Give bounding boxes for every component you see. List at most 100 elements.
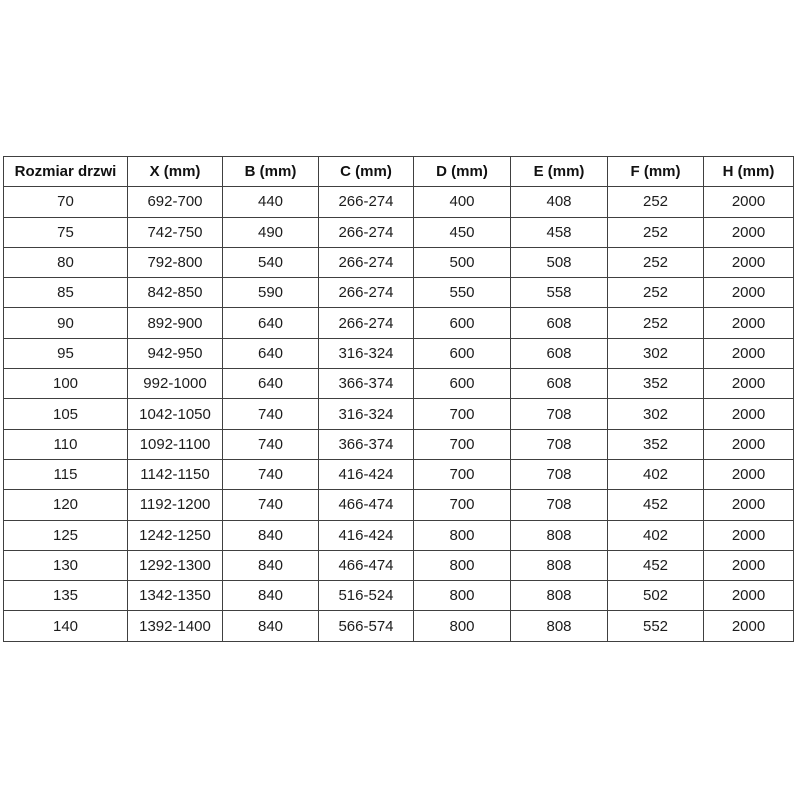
- table-cell: 402: [607, 519, 704, 551]
- table-cell: 1242-1250: [127, 519, 223, 551]
- table-cell: 115: [3, 458, 128, 491]
- table-cell: 608: [510, 307, 608, 339]
- table-cell: 452: [607, 489, 704, 521]
- table-cell: 740: [222, 458, 319, 491]
- table-cell: 590: [222, 277, 319, 309]
- table-cell: 85: [3, 277, 128, 309]
- table-row: 125 1242-1250 840 416-424 800 808 402 2000: [3, 519, 794, 551]
- table-cell: 708: [510, 428, 608, 460]
- table-row: 115 1142-1150 740 416-424 700 708 402 2000: [3, 458, 794, 491]
- table-cell: 808: [510, 519, 608, 551]
- table-cell: 540: [222, 246, 319, 279]
- table-cell: 2000: [703, 307, 794, 339]
- table-cell: 640: [222, 337, 319, 370]
- table-cell: 352: [607, 428, 704, 460]
- table-cell: 2000: [703, 246, 794, 279]
- table-cell: 2000: [703, 337, 794, 370]
- table-cell: 892-900: [127, 307, 223, 339]
- table-cell: 252: [607, 216, 704, 248]
- table-cell: 440: [222, 186, 319, 218]
- table-cell: 366-374: [318, 368, 414, 400]
- table-cell: 842-850: [127, 277, 223, 309]
- table-cell: 1392-1400: [127, 610, 223, 642]
- column-header-1: X (mm): [127, 155, 223, 188]
- table-cell: 840: [222, 549, 319, 582]
- table-cell: 490: [222, 216, 319, 248]
- table-cell: 942-950: [127, 337, 223, 370]
- table-cell: 740: [222, 428, 319, 460]
- table-cell: 302: [607, 398, 704, 430]
- table-row: 105 1042-1050 740 316-324 700 708 302 2000: [3, 398, 794, 430]
- table-cell: 500: [413, 246, 511, 279]
- table-cell: 2000: [703, 519, 794, 551]
- table-cell: 266-274: [318, 246, 414, 279]
- table-row: 80 792-800 540 266-274 500 508 252 2000: [3, 246, 794, 279]
- table-cell: 516-524: [318, 580, 414, 612]
- table-cell: 2000: [703, 186, 794, 218]
- table-row: 110 1092-1100 740 366-374 700 708 352 2000: [3, 428, 794, 460]
- table-cell: 808: [510, 610, 608, 642]
- table-cell: 700: [413, 489, 511, 521]
- table-cell: 740: [222, 398, 319, 430]
- table-cell: 640: [222, 307, 319, 339]
- table-cell: 2000: [703, 489, 794, 521]
- table-cell: 402: [607, 458, 704, 491]
- table-cell: 800: [413, 580, 511, 612]
- table-cell: 80: [3, 246, 128, 279]
- table-row: 85 842-850 590 266-274 550 558 252 2000: [3, 277, 794, 309]
- table-cell: 992-1000: [127, 368, 223, 400]
- table-cell: 458: [510, 216, 608, 248]
- table-cell: 466-474: [318, 549, 414, 582]
- table-cell: 252: [607, 277, 704, 309]
- column-header-3: C (mm): [318, 155, 414, 188]
- table-cell: 266-274: [318, 307, 414, 339]
- table-cell: 808: [510, 549, 608, 582]
- table-header-row: Rozmiar drzwi X (mm) B (mm) C (mm) D (mm) E (…: [3, 155, 794, 188]
- table-cell: 640: [222, 368, 319, 400]
- table-body: 70 692-700 440 266-274 400 408 252 2000 75 742-75…: [3, 186, 794, 642]
- table-cell: 1092-1100: [127, 428, 223, 460]
- table-cell: 105: [3, 398, 128, 430]
- table-cell: 252: [607, 186, 704, 218]
- table-cell: 400: [413, 186, 511, 218]
- table-cell: 110: [3, 428, 128, 460]
- column-header-6: F (mm): [607, 155, 704, 188]
- table-cell: 2000: [703, 216, 794, 248]
- table-cell: 740: [222, 489, 319, 521]
- table-row: 75 742-750 490 266-274 450 458 252 2000: [3, 216, 794, 248]
- table-cell: 840: [222, 610, 319, 642]
- table-cell: 135: [3, 580, 128, 612]
- table-cell: 742-750: [127, 216, 223, 248]
- column-header-2: B (mm): [222, 155, 319, 188]
- table-cell: 408: [510, 186, 608, 218]
- table-cell: 1192-1200: [127, 489, 223, 521]
- table-cell: 366-374: [318, 428, 414, 460]
- table-row: 90 892-900 640 266-274 600 608 252 2000: [3, 307, 794, 339]
- table-cell: 450: [413, 216, 511, 248]
- table-cell: 566-574: [318, 610, 414, 642]
- table-cell: 2000: [703, 549, 794, 582]
- column-header-0: Rozmiar drzwi: [3, 155, 128, 188]
- table-row: 140 1392-1400 840 566-574 800 808 552 2000: [3, 610, 794, 642]
- table-cell: 75: [3, 216, 128, 248]
- table-cell: 466-474: [318, 489, 414, 521]
- table-row: 120 1192-1200 740 466-474 700 708 452 2000: [3, 489, 794, 521]
- table-cell: 252: [607, 246, 704, 279]
- table-cell: 1142-1150: [127, 458, 223, 491]
- table-row: 130 1292-1300 840 466-474 800 808 452 2000: [3, 549, 794, 582]
- table-cell: 130: [3, 549, 128, 582]
- table-cell: 2000: [703, 580, 794, 612]
- table-cell: 808: [510, 580, 608, 612]
- table-cell: 708: [510, 458, 608, 491]
- table-cell: 600: [413, 307, 511, 339]
- table-cell: 252: [607, 307, 704, 339]
- column-header-5: E (mm): [510, 155, 608, 188]
- table-cell: 608: [510, 337, 608, 370]
- table-cell: 800: [413, 519, 511, 551]
- table-cell: 120: [3, 489, 128, 521]
- table-cell: 700: [413, 428, 511, 460]
- table-cell: 266-274: [318, 216, 414, 248]
- table-cell: 1042-1050: [127, 398, 223, 430]
- table-cell: 2000: [703, 398, 794, 430]
- table-cell: 140: [3, 610, 128, 642]
